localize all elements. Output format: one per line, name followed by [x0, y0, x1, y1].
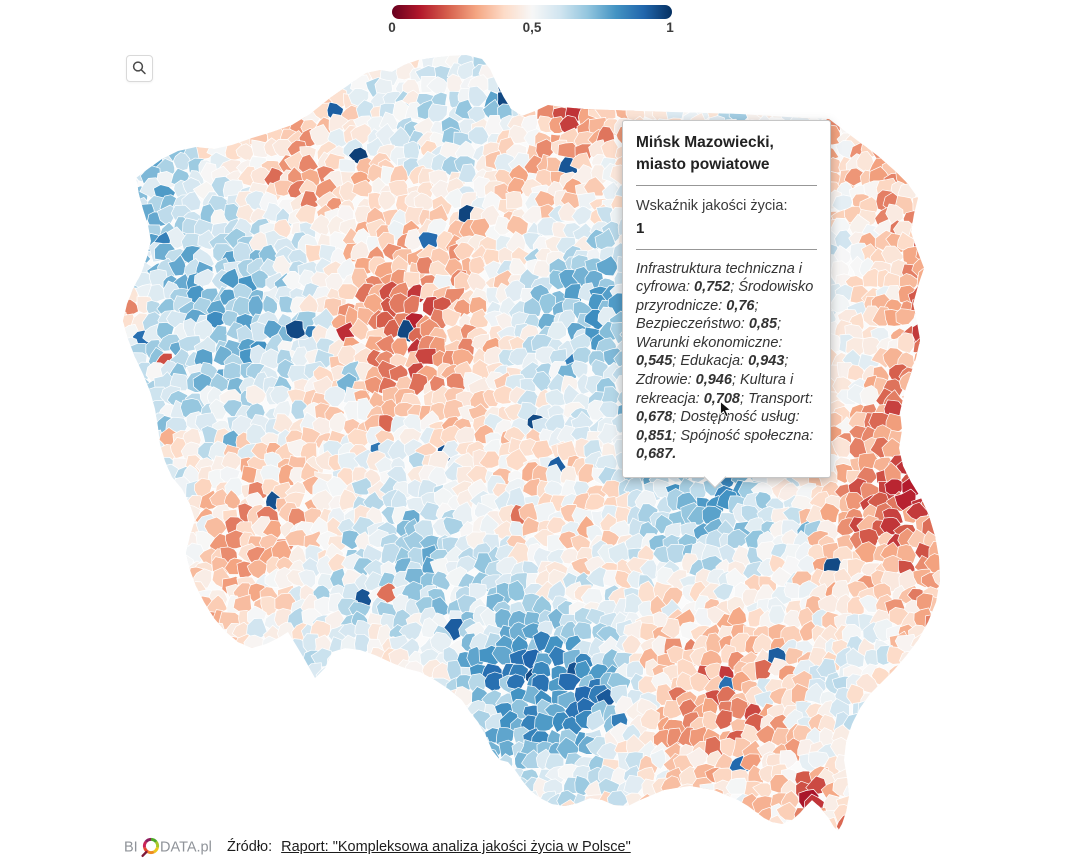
legend-gradient-bar	[392, 5, 672, 19]
logo-text-suffix: DATA.pl	[160, 840, 212, 856]
tooltip-title: Mińsk Mazowiecki, miasto powiatowe	[636, 134, 774, 173]
tooltip-divider	[636, 185, 817, 187]
source-label: Źródło:	[227, 839, 273, 855]
footer: BI DATA.pl Źródło: Raport: "Kompleksowa …	[124, 836, 631, 858]
map-tooltip: Mińsk Mazowiecki, miasto powiatowe Wskaź…	[622, 120, 831, 478]
legend-label-max: 1	[666, 20, 674, 35]
legend-label-mid: 0,5	[522, 20, 542, 35]
tooltip-indicator-value: 1	[636, 219, 645, 237]
search-icon	[130, 59, 149, 78]
search-button[interactable]	[126, 55, 153, 82]
tooltip-divider	[636, 248, 817, 250]
tooltip-indicator-label: Wskaźnik jakości życia:	[636, 198, 788, 215]
logo-text-prefix: BI	[124, 840, 138, 856]
biqdata-logo: BI DATA.pl	[124, 836, 218, 858]
legend-label-min: 0	[388, 20, 396, 35]
source-link[interactable]: Raport: "Kompleksowa analiza jakości życ…	[281, 839, 631, 855]
tooltip-details: Infrastruktura techniczna i cyfrowa: 0,7…	[636, 260, 814, 463]
logo-q-icon	[142, 837, 160, 855]
